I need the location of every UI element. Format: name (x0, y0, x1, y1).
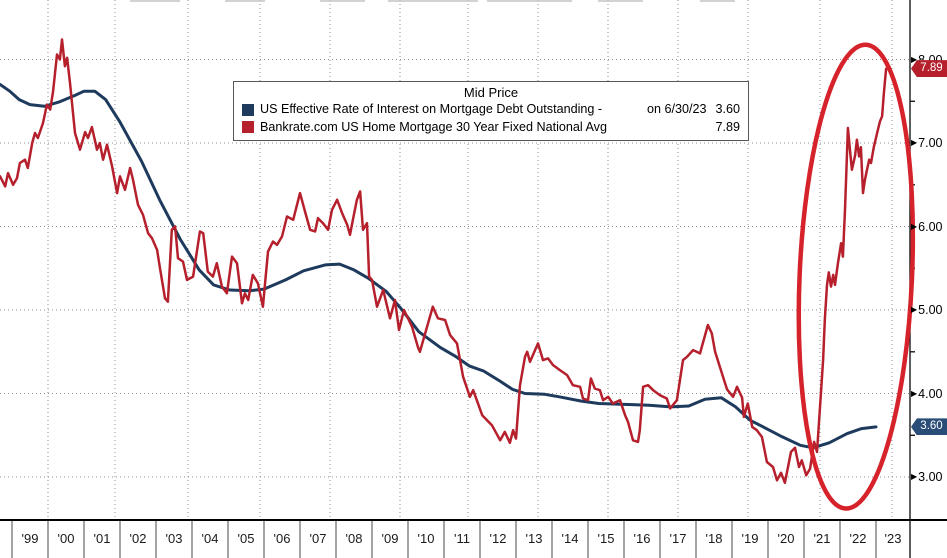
y-axis-label: ▶ 4.00 (911, 386, 943, 402)
x-axis-label: '05 (237, 531, 255, 546)
y-axis-label-text: 7.00 (918, 136, 943, 150)
legend-title: Mid Price (463, 85, 519, 100)
legend-box: Mid Price US Effective Rate of Interest … (233, 81, 749, 141)
navy-series-swatch (242, 103, 254, 116)
x-axis-label: '03 (165, 531, 183, 546)
top-edge-artifact (598, 0, 643, 2)
axis-tick-arrow-icon: ▶ (911, 388, 918, 398)
x-axis-label: '17 (669, 531, 687, 546)
top-edge-artifact (388, 0, 478, 2)
axis-tick-arrow-icon: ▶ (911, 221, 918, 231)
x-axis-label: '11 (454, 531, 470, 546)
y-axis-label: ▶ 6.00 (911, 219, 943, 235)
y-axis-label: ▶ 3.00 (911, 469, 943, 485)
x-axis-label: '12 (489, 531, 507, 546)
y-axis-label: ▶ 5.00 (911, 302, 943, 318)
top-edge-artifact (487, 0, 572, 2)
axis-tick-arrow-icon: ▶ (911, 54, 918, 64)
x-axis-label: '14 (561, 531, 579, 546)
top-edge-artifact (320, 0, 365, 2)
axis-tick-arrow-icon: ▶ (911, 472, 918, 481)
y-axis-label: ▶ 7.00 (911, 135, 943, 151)
x-axis-label: '16 (633, 531, 651, 546)
navy-series-path (0, 83, 878, 450)
legend-label-bankrate: Bankrate.com US Home Mortgage 30 Year Fi… (260, 119, 607, 134)
x-axis-label: '18 (705, 531, 723, 546)
x-axis-label: '21 (813, 531, 831, 546)
legend-row-bankrate: Bankrate.com US Home Mortgage 30 Year Fi… (242, 119, 740, 137)
x-axis-label: '04 (201, 531, 219, 546)
y-axis-label-text: 3.00 (918, 470, 943, 484)
x-axis-label: '07 (309, 531, 327, 546)
y-axis-label-text: 6.00 (918, 219, 943, 234)
legend-asof-effective-rate: on 6/30/23 (646, 102, 707, 116)
last-price-badge: 7.89 (911, 60, 947, 78)
x-axis-label: '15 (597, 531, 615, 546)
legend-value-bankrate: 7.89 (715, 119, 740, 134)
legend-label-effective-rate: US Effective Rate of Interest on Mortgag… (260, 102, 603, 116)
x-axis-label: '06 (273, 531, 291, 546)
x-axis-label: '22 (849, 531, 867, 546)
x-axis-label: '02 (129, 531, 147, 546)
x-axis-label: '10 (417, 531, 435, 546)
top-edge-artifact (225, 0, 265, 2)
x-axis-label: '20 (777, 531, 795, 546)
last-price-badge: 3.60 (911, 418, 947, 436)
highlight-ellipse (796, 42, 916, 511)
x-axis-label: '08 (345, 531, 363, 546)
red-series-swatch (242, 121, 254, 134)
x-axis-label: '99 (21, 531, 39, 546)
x-axis-label: '01 (93, 531, 111, 546)
y-axis-label-text: 4.00 (918, 386, 943, 401)
axis-tick-arrow-icon: ▶ (911, 138, 918, 147)
red-series-path (0, 38, 888, 485)
legend-row-effective-rate: US Effective Rate of Interest on Mortgag… (242, 101, 740, 119)
x-axis-label: '13 (525, 531, 543, 546)
axis-tick-arrow-icon: ▶ (911, 305, 918, 314)
y-axis-label-text: 5.00 (918, 303, 943, 317)
x-axis-label: '00 (57, 531, 75, 546)
x-axis-label: '09 (381, 531, 399, 546)
x-axis-label: '19 (741, 531, 759, 546)
top-edge-artifact (130, 0, 180, 2)
top-edge-artifact (700, 0, 735, 2)
legend-value-effective-rate: 3.60 (715, 102, 740, 116)
x-axis-label: '23 (884, 531, 902, 546)
